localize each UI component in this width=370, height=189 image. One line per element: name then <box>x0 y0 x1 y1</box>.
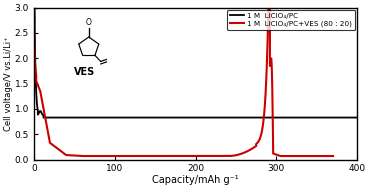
1 M  LiClO₄/PC <box>196 116 200 119</box>
1 M  LiClO₄/PC <box>333 116 337 119</box>
1 M  LiClO₄/PC <box>31 22 36 24</box>
X-axis label: Capacity/mAh g⁻¹: Capacity/mAh g⁻¹ <box>152 175 239 185</box>
Y-axis label: Cell voltage/V vs.Li/Li⁺: Cell voltage/V vs.Li/Li⁺ <box>4 36 13 131</box>
1 M  LiClO₄/PC <box>125 116 129 119</box>
Legend: 1 M  LiClO₄/PC, 1 M  LiClO₄/PC+VES (80 : 20): 1 M LiClO₄/PC, 1 M LiClO₄/PC+VES (80 : 2… <box>227 10 355 30</box>
1 M  LiClO₄/PC+VES (80 : 20): (14.8, 0.775): 20): (14.8, 0.775) <box>44 119 48 122</box>
1 M  LiClO₄/PC+VES (80 : 20): (370, 0.07): 20): (370, 0.07) <box>331 155 335 157</box>
Line: 1 M  LiClO₄/PC: 1 M LiClO₄/PC <box>34 0 357 118</box>
1 M  LiClO₄/PC+VES (80 : 20): (49.7, 0.0803): 20): (49.7, 0.0803) <box>72 154 76 157</box>
Text: VES: VES <box>74 67 95 77</box>
1 M  LiClO₄/PC <box>355 116 360 119</box>
1 M  LiClO₄/PC <box>41 116 46 119</box>
1 M  LiClO₄/PC <box>259 116 263 119</box>
1 M  LiClO₄/PC+VES (80 : 20): (281, 0.471): 20): (281, 0.471) <box>259 135 263 137</box>
1 M  LiClO₄/PC+VES (80 : 20): (279, 0.404): 20): (279, 0.404) <box>258 138 262 140</box>
Text: O: O <box>86 18 92 27</box>
1 M  LiClO₄/PC <box>109 116 114 119</box>
Line: 1 M  LiClO₄/PC+VES (80 : 20): 1 M LiClO₄/PC+VES (80 : 20) <box>34 0 333 156</box>
1 M  LiClO₄/PC+VES (80 : 20): (1.44, 1.94): 20): (1.44, 1.94) <box>33 60 37 63</box>
1 M  LiClO₄/PC+VES (80 : 20): (60, 0.07): 20): (60, 0.07) <box>80 155 84 157</box>
1 M  LiClO₄/PC <box>328 116 333 119</box>
1 M  LiClO₄/PC+VES (80 : 20): (0, 2.7): 20): (0, 2.7) <box>31 22 36 24</box>
1 M  LiClO₄/PC+VES (80 : 20): (295, 1.53): 20): (295, 1.53) <box>270 81 275 83</box>
